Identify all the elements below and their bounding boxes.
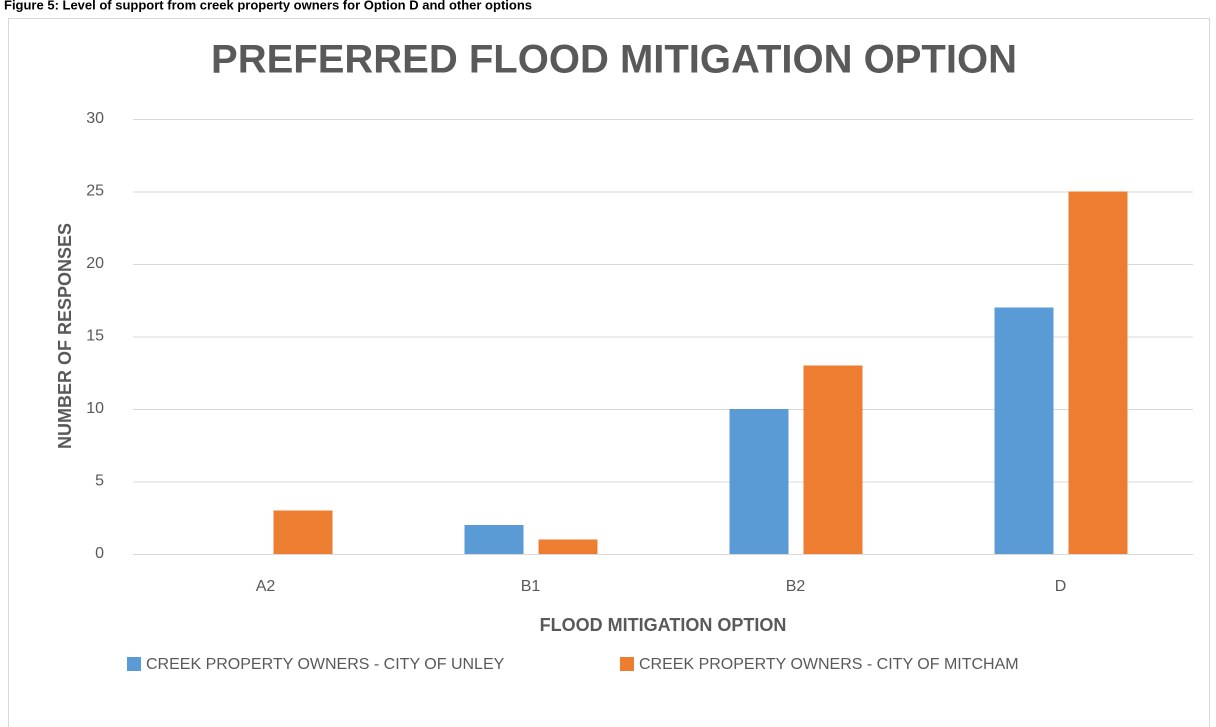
y-tick-label: 0: [95, 545, 104, 562]
bar: [729, 409, 789, 554]
legend-label: CREEK PROPERTY OWNERS - CITY OF UNLEY: [146, 656, 505, 673]
x-tick-label: D: [1055, 578, 1067, 595]
bar: [538, 539, 598, 554]
bar: [994, 307, 1054, 554]
bar: [273, 510, 333, 554]
legend-swatch: [620, 657, 634, 671]
y-tick-label: 10: [86, 400, 104, 417]
bar: [1068, 191, 1128, 554]
y-tick-label: 5: [95, 473, 104, 490]
chart-title: PREFERRED FLOOD MITIGATION OPTION: [211, 38, 1017, 82]
chart-border: [8, 18, 1210, 727]
y-tick-label: 15: [86, 328, 104, 345]
y-tick-label: 25: [86, 183, 104, 200]
x-tick-label: B1: [521, 578, 541, 595]
y-axis-label: NUMBER OF RESPONSES: [55, 223, 75, 449]
x-tick-label: A2: [256, 578, 276, 595]
bar: [803, 365, 863, 554]
x-tick-label: B2: [786, 578, 806, 595]
y-tick-label: 30: [86, 110, 104, 127]
y-tick-label: 20: [86, 255, 104, 272]
legend-swatch: [127, 657, 141, 671]
caption: Figure 5: Level of support from creek pr…: [4, 0, 532, 12]
bar: [464, 525, 524, 554]
x-axis-label: FLOOD MITIGATION OPTION: [540, 615, 787, 635]
legend-label: CREEK PROPERTY OWNERS - CITY OF MITCHAM: [639, 656, 1019, 673]
